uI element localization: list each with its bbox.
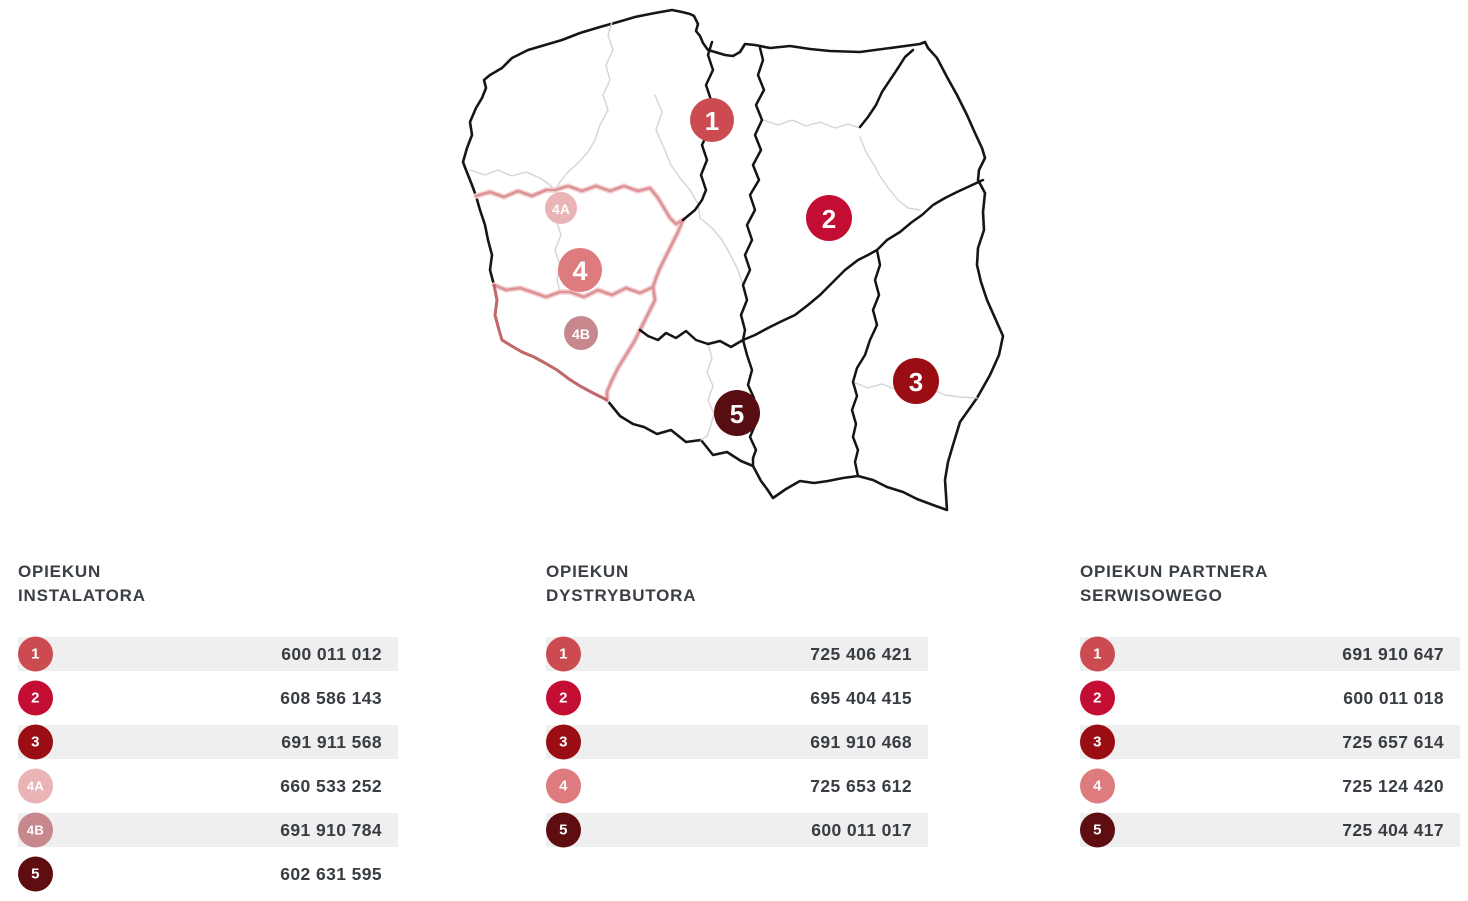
phone-list: 1 600 011 012 2 608 586 143 3 691 911 56… — [18, 636, 398, 892]
map-marker-label: 1 — [705, 106, 719, 136]
map-marker-circle — [545, 192, 577, 224]
map-marker-label: 5 — [730, 399, 744, 429]
phone-list: 1 691 910 647 2 600 011 018 3 725 657 61… — [1080, 636, 1460, 848]
map-marker-label: 4 — [572, 256, 587, 286]
column-title: OPIEKUN PARTNERA SERWISOWEGO — [1080, 560, 1460, 608]
map-marker-label: 2 — [822, 204, 836, 234]
map-marker-label: 4A — [552, 201, 570, 217]
column-title-line2: INSTALATORA — [18, 586, 146, 605]
region-number-badge: 3 — [546, 724, 581, 760]
region-number-badge: 4B — [18, 812, 53, 848]
region-number-badge: 3 — [1080, 724, 1115, 760]
column-title: OPIEKUN DYSTRYBUTORA — [546, 560, 928, 608]
region-number-badge: 4 — [546, 768, 581, 804]
phone-list-item: 4 725 124 420 — [1080, 768, 1460, 804]
phone-number: 691 911 568 — [281, 732, 382, 752]
phone-number: 725 657 614 — [1342, 732, 1444, 752]
phone-number: 602 631 595 — [280, 864, 382, 884]
poland-region-map: 1 2 3 4 4A 4B 5 — [450, 0, 1015, 530]
map-marker-5: 5 — [714, 390, 760, 436]
map-marker-circle — [558, 248, 602, 292]
map-marker-circle — [893, 358, 939, 404]
phone-list-item: 2 600 011 018 — [1080, 680, 1460, 716]
column-title: OPIEKUN INSTALATORA — [18, 560, 398, 608]
phone-list-item: 5 600 011 017 — [546, 812, 928, 848]
column-title-line1: OPIEKUN PARTNERA — [1080, 562, 1269, 581]
phone-number: 725 124 420 — [1342, 776, 1444, 796]
column-opiekun-instalatora: OPIEKUN INSTALATORA 1 600 011 012 2 608 … — [18, 560, 398, 901]
region-number-badge: 5 — [546, 812, 581, 848]
phone-list-item: 1 600 011 012 — [18, 636, 398, 672]
phone-list-item: 4B 691 910 784 — [18, 812, 398, 848]
column-title-line2: SERWISOWEGO — [1080, 586, 1223, 605]
phone-number: 600 011 012 — [281, 644, 382, 664]
phone-number: 725 653 612 — [810, 776, 912, 796]
phone-number: 725 404 417 — [1342, 820, 1444, 840]
region-number-badge: 1 — [18, 636, 53, 672]
region-number-badge: 2 — [546, 680, 581, 716]
map-marker-4A: 4A — [545, 192, 577, 224]
map-marker-circle — [714, 390, 760, 436]
phone-list-item: 5 602 631 595 — [18, 856, 398, 892]
phone-number: 691 910 647 — [1342, 644, 1444, 664]
region-number-badge: 2 — [1080, 680, 1115, 716]
column-opiekun-partnera-serwisowego: OPIEKUN PARTNERA SERWISOWEGO 1 691 910 6… — [1080, 560, 1460, 857]
region-number-badge: 1 — [1080, 636, 1115, 672]
region-number-badge: 1 — [546, 636, 581, 672]
region-number-badge: 5 — [1080, 812, 1115, 848]
phone-number: 725 406 421 — [810, 644, 912, 664]
map-marker-label: 4B — [572, 326, 590, 342]
region-number-badge: 2 — [18, 680, 53, 716]
phone-number: 660 533 252 — [280, 776, 382, 796]
map-marker-3: 3 — [893, 358, 939, 404]
map-marker-4: 4 — [558, 248, 602, 292]
phone-list-item: 2 695 404 415 — [546, 680, 928, 716]
region-number-badge: 4A — [18, 768, 53, 804]
phone-list-item: 1 725 406 421 — [546, 636, 928, 672]
poland-map-svg: 1 2 3 4 4A 4B 5 — [461, 8, 1005, 512]
region-number-badge: 3 — [18, 724, 53, 760]
phone-number: 608 586 143 — [280, 688, 382, 708]
phone-list-item: 4 725 653 612 — [546, 768, 928, 804]
map-marker-circle — [690, 98, 734, 142]
phone-list-item: 1 691 910 647 — [1080, 636, 1460, 672]
column-title-line2: DYSTRYBUTORA — [546, 586, 697, 605]
column-title-line1: OPIEKUN — [546, 562, 630, 581]
phone-list-item: 3 691 911 568 — [18, 724, 398, 760]
phone-number: 600 011 017 — [811, 820, 912, 840]
macro-region-borders-black — [638, 40, 985, 478]
phone-list-item: 2 608 586 143 — [18, 680, 398, 716]
phone-list-item: 4A 660 533 252 — [18, 768, 398, 804]
column-title-line1: OPIEKUN — [18, 562, 102, 581]
phone-number: 695 404 415 — [810, 688, 912, 708]
map-markers: 1 2 3 4 4A 4B 5 — [545, 98, 939, 436]
phone-number: 600 011 018 — [1343, 688, 1444, 708]
region-number-badge: 5 — [18, 856, 53, 892]
phone-number: 691 910 784 — [280, 820, 382, 840]
phone-list-item: 3 691 910 468 — [546, 724, 928, 760]
map-marker-circle — [806, 195, 852, 241]
phone-list-item: 5 725 404 417 — [1080, 812, 1460, 848]
region-number-badge: 4 — [1080, 768, 1115, 804]
map-marker-label: 3 — [909, 367, 923, 397]
phone-list-item: 3 725 657 614 — [1080, 724, 1460, 760]
map-marker-circle — [564, 316, 598, 350]
map-marker-1: 1 — [690, 98, 734, 142]
map-marker-4B: 4B — [564, 316, 598, 350]
phone-list: 1 725 406 421 2 695 404 415 3 691 910 46… — [546, 636, 928, 848]
column-opiekun-dystrybutora: OPIEKUN DYSTRYBUTORA 1 725 406 421 2 695… — [546, 560, 928, 857]
map-marker-2: 2 — [806, 195, 852, 241]
phone-number: 691 910 468 — [810, 732, 912, 752]
